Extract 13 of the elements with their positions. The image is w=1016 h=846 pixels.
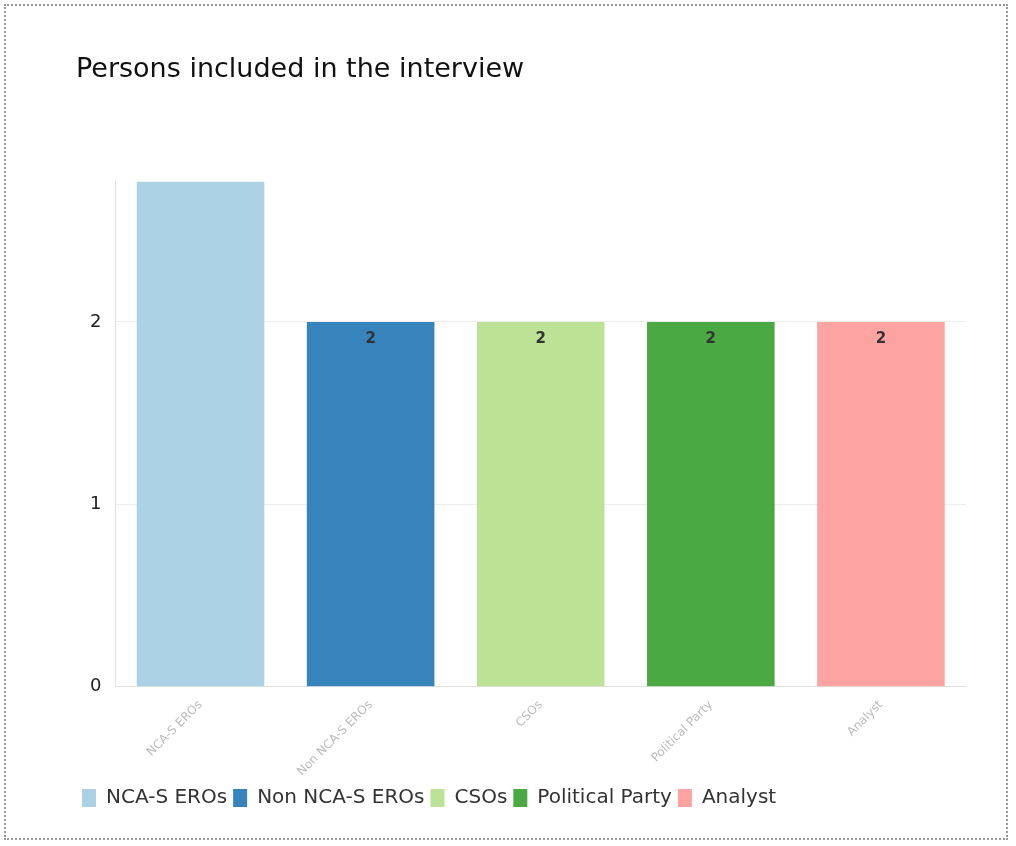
y-tick-label: 1 [90,492,102,514]
legend-label: Analyst [701,784,777,809]
data-label: 2 [365,329,376,348]
legend-label: NCA-S EROs [106,784,228,809]
data-label: 2 [535,329,546,348]
data-label: 2 [705,329,717,348]
legend-label: Non NCA-S EROs [257,784,425,809]
chart-title: Persons included in the interview [76,52,525,84]
data-label: 2 [875,329,887,348]
legend-label: CSOs [454,784,508,809]
legend-label: Political Party [537,784,673,809]
y-tick-label: 0 [90,674,102,696]
y-tick-label: 2 [90,309,102,331]
